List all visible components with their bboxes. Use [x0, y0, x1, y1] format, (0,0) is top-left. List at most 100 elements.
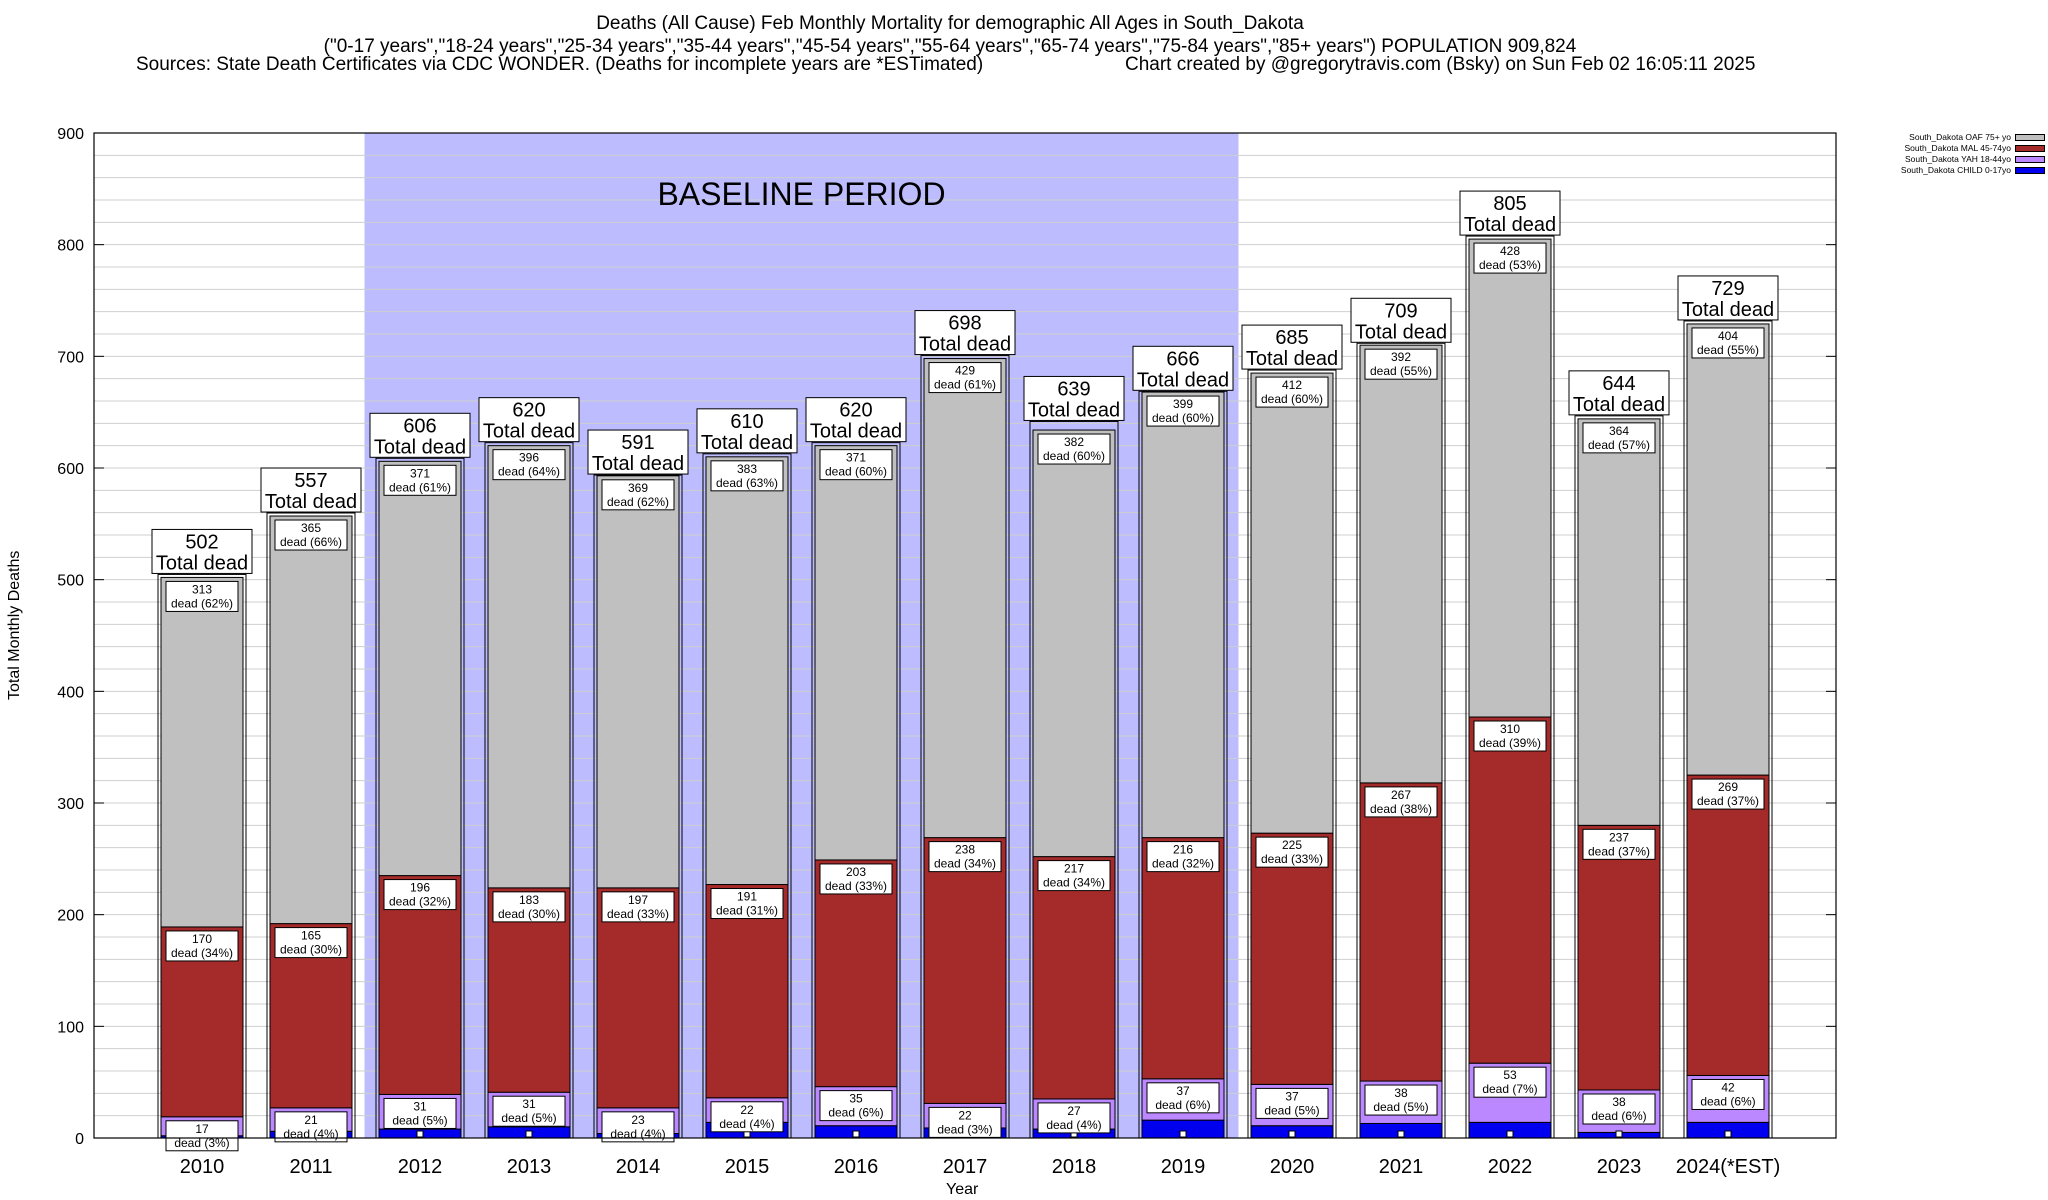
child-marker [1179, 1130, 1187, 1138]
segment-label-box [601, 891, 675, 923]
y-tick-label: 0 [75, 1131, 84, 1148]
total-label-text: Total dead [374, 436, 466, 458]
segment-label-count: 21 [304, 1113, 318, 1127]
total-label-box [1132, 345, 1234, 391]
chart-subtitle: ("0-17 years","18-24 years","25-34 years… [323, 36, 1577, 57]
segment-label-pct: dead (5%) [1373, 1100, 1428, 1114]
segment-label-pct: dead (62%) [171, 596, 233, 610]
bar-segment [1250, 372, 1334, 834]
segment-label-pct: dead (33%) [607, 907, 669, 921]
segment-label-pct: dead (3%) [937, 1122, 992, 1136]
segment-label-pct: dead (31%) [716, 904, 778, 918]
total-label-value: 610 [730, 411, 763, 433]
bar-segment [487, 445, 571, 889]
segment-label-box [1691, 327, 1765, 359]
segment-label-count: 267 [1391, 788, 1411, 802]
segment-label-count: 365 [301, 521, 321, 535]
segment-label-box [928, 362, 1002, 394]
segment-label-box [274, 519, 348, 551]
total-label-value: 557 [294, 470, 327, 492]
segment-label-pct: dead (34%) [171, 946, 233, 960]
total-label-text: Total dead [1464, 214, 1556, 236]
segment-label-box [1582, 1093, 1656, 1125]
total-label-box [1350, 297, 1452, 343]
total-label-text: Total dead [265, 491, 357, 513]
segment-label-box [492, 891, 566, 923]
segment-label-pct: dead (4%) [610, 1127, 665, 1141]
x-tick-label: 2016 [834, 1156, 879, 1178]
total-label-text: Total dead [1137, 369, 1229, 391]
segment-label-pct: dead (39%) [1479, 736, 1541, 750]
segment-label-count: 31 [522, 1097, 536, 1111]
bar-segment [378, 875, 462, 1095]
total-label-box [696, 408, 798, 454]
segment-label-pct: dead (62%) [607, 495, 669, 509]
segment-label-box [1146, 1082, 1220, 1114]
segment-label-count: 364 [1609, 424, 1629, 438]
segment-label-box [274, 1111, 348, 1143]
segment-label-count: 383 [737, 462, 757, 476]
x-axis-label: Year [946, 1181, 979, 1198]
total-label-box [805, 397, 907, 443]
total-label-text: Total dead [1573, 394, 1665, 416]
total-label-box [1023, 375, 1125, 421]
y-tick-label: 900 [57, 126, 84, 143]
x-tick-label: 2017 [943, 1156, 988, 1178]
bar-segment [1577, 824, 1661, 1091]
segment-label-count: 369 [628, 481, 648, 495]
segment-label-box [601, 479, 675, 511]
segment-label-box [492, 449, 566, 481]
segment-label-count: 165 [301, 929, 321, 943]
segment-label-pct: dead (34%) [934, 857, 996, 871]
x-tick-label: 2021 [1379, 1156, 1424, 1178]
segment-label-pct: dead (33%) [825, 879, 887, 893]
total-label-text: Total dead [483, 421, 575, 443]
bar-segment [1686, 774, 1770, 1076]
total-label-value: 502 [185, 531, 218, 553]
child-marker [852, 1130, 860, 1138]
y-tick-label: 200 [57, 908, 84, 925]
segment-label-count: 22 [958, 1108, 972, 1122]
child-marker [1615, 1130, 1623, 1138]
segment-label-pct: dead (6%) [1700, 1094, 1755, 1108]
segment-label-pct: dead (5%) [1264, 1103, 1319, 1117]
total-label-box [478, 397, 580, 443]
child-marker [1506, 1130, 1514, 1138]
chart-title-block: Deaths (All Cause) Feb Monthly Mortality… [0, 12, 1900, 58]
segment-label-box [928, 841, 1002, 873]
child-marker [1397, 1130, 1405, 1138]
segment-label-box [601, 1111, 675, 1143]
segment-label-box [1473, 720, 1547, 752]
segment-label-box [1364, 1084, 1438, 1116]
segment-label-pct: dead (7%) [1482, 1082, 1537, 1096]
child-marker [1288, 1130, 1296, 1138]
segment-label-pct: dead (55%) [1697, 343, 1759, 357]
segment-label-count: 170 [192, 932, 212, 946]
segment-label-count: 38 [1612, 1095, 1626, 1109]
segment-label-count: 22 [740, 1103, 754, 1117]
x-tick-label: 2014 [616, 1156, 661, 1178]
bar-segment [1032, 429, 1116, 858]
total-label-box [1568, 370, 1670, 416]
segment-label-box [1037, 1102, 1111, 1134]
segment-label-pct: dead (33%) [1261, 852, 1323, 866]
total-label-value: 620 [512, 400, 545, 422]
segment-label-box [928, 1106, 1002, 1138]
segment-label-count: 429 [955, 364, 975, 378]
total-label-text: Total dead [810, 421, 902, 443]
segment-label-pct: dead (32%) [1152, 857, 1214, 871]
segment-label-count: 196 [410, 881, 430, 895]
bar-segment [596, 475, 680, 889]
segment-label-box [383, 879, 457, 911]
bar-segment [1141, 837, 1225, 1080]
legend-item-child: South_Dakota CHILD 0-17yo [1855, 165, 2045, 176]
y-tick-label: 800 [57, 238, 84, 255]
bar-segment [1359, 782, 1443, 1082]
bar-segment [1141, 391, 1225, 839]
segment-label-count: 399 [1173, 397, 1193, 411]
total-label-value: 685 [1275, 327, 1308, 349]
segment-label-box [1037, 860, 1111, 892]
x-tick-label: 2022 [1488, 1156, 1533, 1178]
segment-label-box [165, 930, 239, 962]
